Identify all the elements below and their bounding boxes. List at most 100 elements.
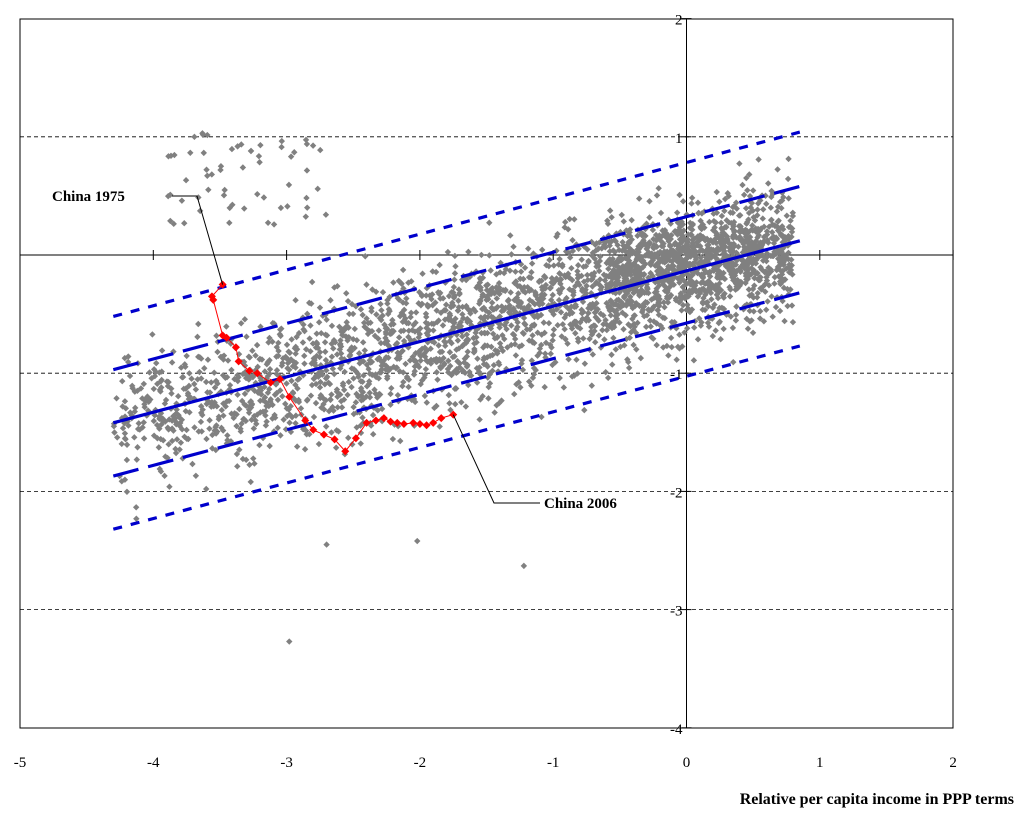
- scatter-point: [407, 309, 415, 317]
- scatter-point: [787, 266, 795, 274]
- scatter-point: [691, 259, 698, 266]
- scatter-point: [220, 400, 227, 407]
- scatter-point: [754, 254, 761, 261]
- scatter-point: [653, 341, 660, 349]
- scatter-point: [698, 210, 706, 217]
- scatter-point: [673, 356, 680, 363]
- scatter-point: [330, 337, 338, 344]
- scatter-point: [586, 335, 593, 343]
- scatter-point: [332, 444, 340, 451]
- scatter-point: [236, 446, 243, 453]
- scatter-point: [461, 359, 468, 366]
- scatter-point: [515, 290, 522, 297]
- scatter-point: [201, 365, 208, 372]
- scatter-point: [445, 391, 452, 399]
- scatter-point: [238, 420, 245, 427]
- scatter-point: [266, 442, 273, 450]
- scatter-point: [771, 280, 778, 287]
- scatter-point: [560, 384, 568, 391]
- scatter-point: [302, 136, 310, 144]
- scatter-point: [118, 440, 125, 448]
- scatter-point: [166, 483, 173, 490]
- scatter-point: [654, 267, 661, 275]
- y-tick-label: -4: [670, 722, 683, 738]
- scatter-point: [463, 338, 471, 345]
- scatter-point: [129, 382, 136, 390]
- scatter-point: [301, 352, 308, 360]
- scatter-point: [518, 342, 526, 349]
- x-tick-label: -5: [14, 755, 27, 771]
- scatter-point: [453, 346, 460, 353]
- scatter-point: [609, 275, 616, 282]
- scatter-point: [251, 387, 258, 395]
- scatter-point: [585, 257, 592, 265]
- scatter-point: [732, 286, 739, 293]
- scatter-point: [470, 305, 477, 313]
- scatter-point: [629, 304, 636, 312]
- scatter-point: [486, 371, 494, 378]
- scatter-point: [720, 294, 728, 301]
- scatter-point: [195, 320, 202, 328]
- scatter-point: [276, 326, 284, 333]
- scatter-point: [206, 417, 213, 424]
- scatter-point: [153, 359, 160, 367]
- scatter-point: [284, 355, 291, 362]
- scatter-point: [754, 289, 761, 297]
- scatter-point: [711, 224, 718, 231]
- scatter-point: [518, 357, 526, 364]
- scatter-point: [588, 328, 595, 335]
- scatter-point: [658, 255, 666, 262]
- china-point: [341, 447, 350, 456]
- scatter-point: [585, 309, 592, 317]
- scatter-point: [399, 299, 407, 306]
- scatter-point: [131, 388, 139, 395]
- scatter-point: [679, 301, 687, 309]
- scatter-point: [183, 426, 190, 434]
- scatter-point: [488, 299, 496, 306]
- scatter-point: [221, 186, 228, 194]
- scatter-point: [342, 323, 349, 331]
- scatter-point: [361, 347, 369, 354]
- scatter-point: [632, 262, 639, 269]
- scatter-point: [480, 291, 487, 299]
- scatter-point: [316, 353, 323, 361]
- scatter-point: [379, 312, 386, 319]
- scatter-point: [625, 244, 633, 252]
- scatter-point: [445, 357, 452, 364]
- scatter-point: [459, 311, 466, 318]
- scatter-point: [610, 270, 618, 277]
- scatter-point: [562, 335, 569, 343]
- scatter-point: [314, 185, 321, 193]
- scatter-point: [784, 175, 792, 183]
- scatter-point: [368, 308, 375, 315]
- china-point: [393, 418, 402, 427]
- scatter-point: [592, 313, 599, 321]
- scatter-point: [141, 403, 148, 411]
- scatter-point: [642, 260, 649, 268]
- scatter-point: [511, 296, 518, 304]
- scatter-point: [760, 206, 767, 213]
- scatter-point: [705, 303, 712, 310]
- scatter-point: [253, 420, 260, 428]
- scatter-point: [768, 193, 775, 201]
- scatter-point: [357, 385, 365, 392]
- china-series: [207, 280, 458, 456]
- scatter-point: [316, 349, 324, 356]
- scatter-point: [134, 444, 141, 451]
- scatter-point: [150, 432, 158, 439]
- scatter-point: [625, 287, 632, 294]
- scatter-point: [737, 268, 744, 275]
- scatter-point: [565, 356, 572, 363]
- scatter-point: [451, 270, 459, 277]
- scatter-point: [217, 163, 225, 170]
- scatter-point: [584, 246, 591, 253]
- scatter-point: [684, 301, 691, 309]
- scatter-point: [698, 319, 705, 326]
- scatter-point: [327, 406, 334, 413]
- scatter-point: [786, 269, 793, 276]
- scatter-point: [228, 366, 235, 374]
- scatter-point: [395, 277, 403, 285]
- scatter-point: [774, 218, 782, 225]
- scatter-point: [293, 346, 301, 353]
- scatter-point: [471, 345, 478, 353]
